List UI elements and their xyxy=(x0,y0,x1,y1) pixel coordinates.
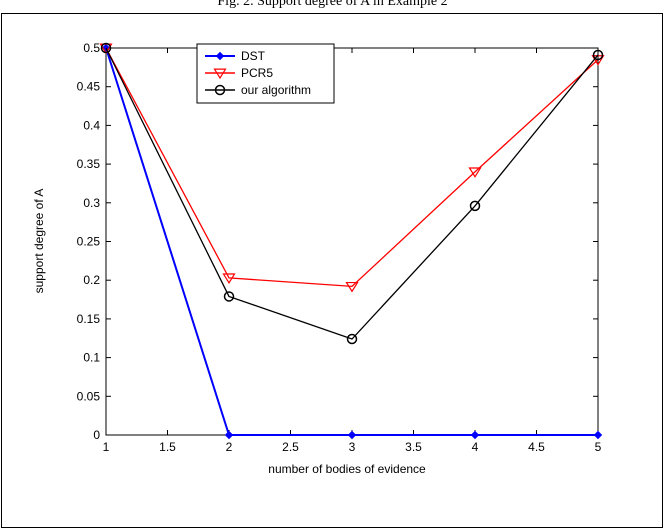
legend-marker-pcr5 xyxy=(213,68,227,80)
x-tick-label: 4 xyxy=(472,440,479,454)
y-tick-label: 0 xyxy=(93,428,100,442)
y-tick-label: 0.15 xyxy=(77,312,101,326)
y-axis-label: support degree of A xyxy=(32,189,46,294)
legend-marker-dst xyxy=(215,51,225,61)
y-tick-label: 0.2 xyxy=(83,273,100,287)
legend-marker-our-algorithm xyxy=(214,84,226,96)
plot-area-border xyxy=(105,47,599,436)
data-point-dst xyxy=(593,430,603,440)
x-tick-label: 1 xyxy=(103,440,110,454)
data-point-our-algorithm xyxy=(592,49,604,61)
y-tick-label: 0.4 xyxy=(83,118,100,132)
series-line-pcr5 xyxy=(105,47,599,288)
y-tick-label: 0.5 xyxy=(83,41,100,55)
data-point-dst xyxy=(224,430,234,440)
axes: 1 1.5 2 2.5 3 3.5 4 4.5 5 0 0.05 0.1 0.15 0.2 0.25 0.3 0… xyxy=(77,41,602,454)
plot-series xyxy=(99,42,605,440)
data-point-our-algorithm xyxy=(223,291,235,302)
figure-frame: 1 1.5 2 2.5 3 3.5 4 4.5 5 0 0.05 0.1 0.15 0.2 0.25 0.3 0… xyxy=(1,13,663,528)
x-axis-label: number of bodies of evidence xyxy=(268,462,426,476)
line-chart: 1 1.5 2 2.5 3 3.5 4 4.5 5 0 0.05 0.1 0.15 0.2 0.25 0.3 0… xyxy=(32,41,605,476)
data-point-our-algorithm xyxy=(469,200,481,212)
legend: DST PCR5 our algorithm xyxy=(196,43,335,104)
x-tick-label: 1.5 xyxy=(159,440,176,454)
figure-caption: Fig. 2. Support degree of A in Example 2 xyxy=(217,0,448,9)
y-tick-label: 0.25 xyxy=(77,235,101,249)
legend-label-pcr5: PCR5 xyxy=(241,66,273,80)
legend-label-our-algorithm: our algorithm xyxy=(241,83,311,97)
x-tick-label: 5 xyxy=(595,440,602,454)
data-point-pcr5 xyxy=(222,273,236,284)
x-tick-label: 2 xyxy=(226,440,233,454)
y-tick-label: 0.45 xyxy=(77,80,101,94)
y-tick-label: 0.1 xyxy=(83,351,100,365)
data-point-our-algorithm xyxy=(346,333,358,345)
x-tick-label: 4.5 xyxy=(528,440,545,454)
data-point-pcr5 xyxy=(468,167,482,178)
y-tick-label: 0.3 xyxy=(83,196,100,210)
data-point-pcr5 xyxy=(345,281,359,293)
data-point-dst xyxy=(470,430,480,440)
data-point-our-algorithm xyxy=(100,42,112,54)
legend-label-dst: DST xyxy=(241,49,266,63)
x-tick-label: 3.5 xyxy=(405,440,422,454)
series-line-our-algorithm xyxy=(105,47,599,340)
x-tick-label: 2.5 xyxy=(282,440,299,454)
x-tick-label: 3 xyxy=(349,440,356,454)
data-point-dst xyxy=(347,430,357,440)
y-tick-label: 0.05 xyxy=(77,389,101,403)
y-tick-label: 0.35 xyxy=(77,157,101,171)
series-line-dst xyxy=(105,47,598,436)
